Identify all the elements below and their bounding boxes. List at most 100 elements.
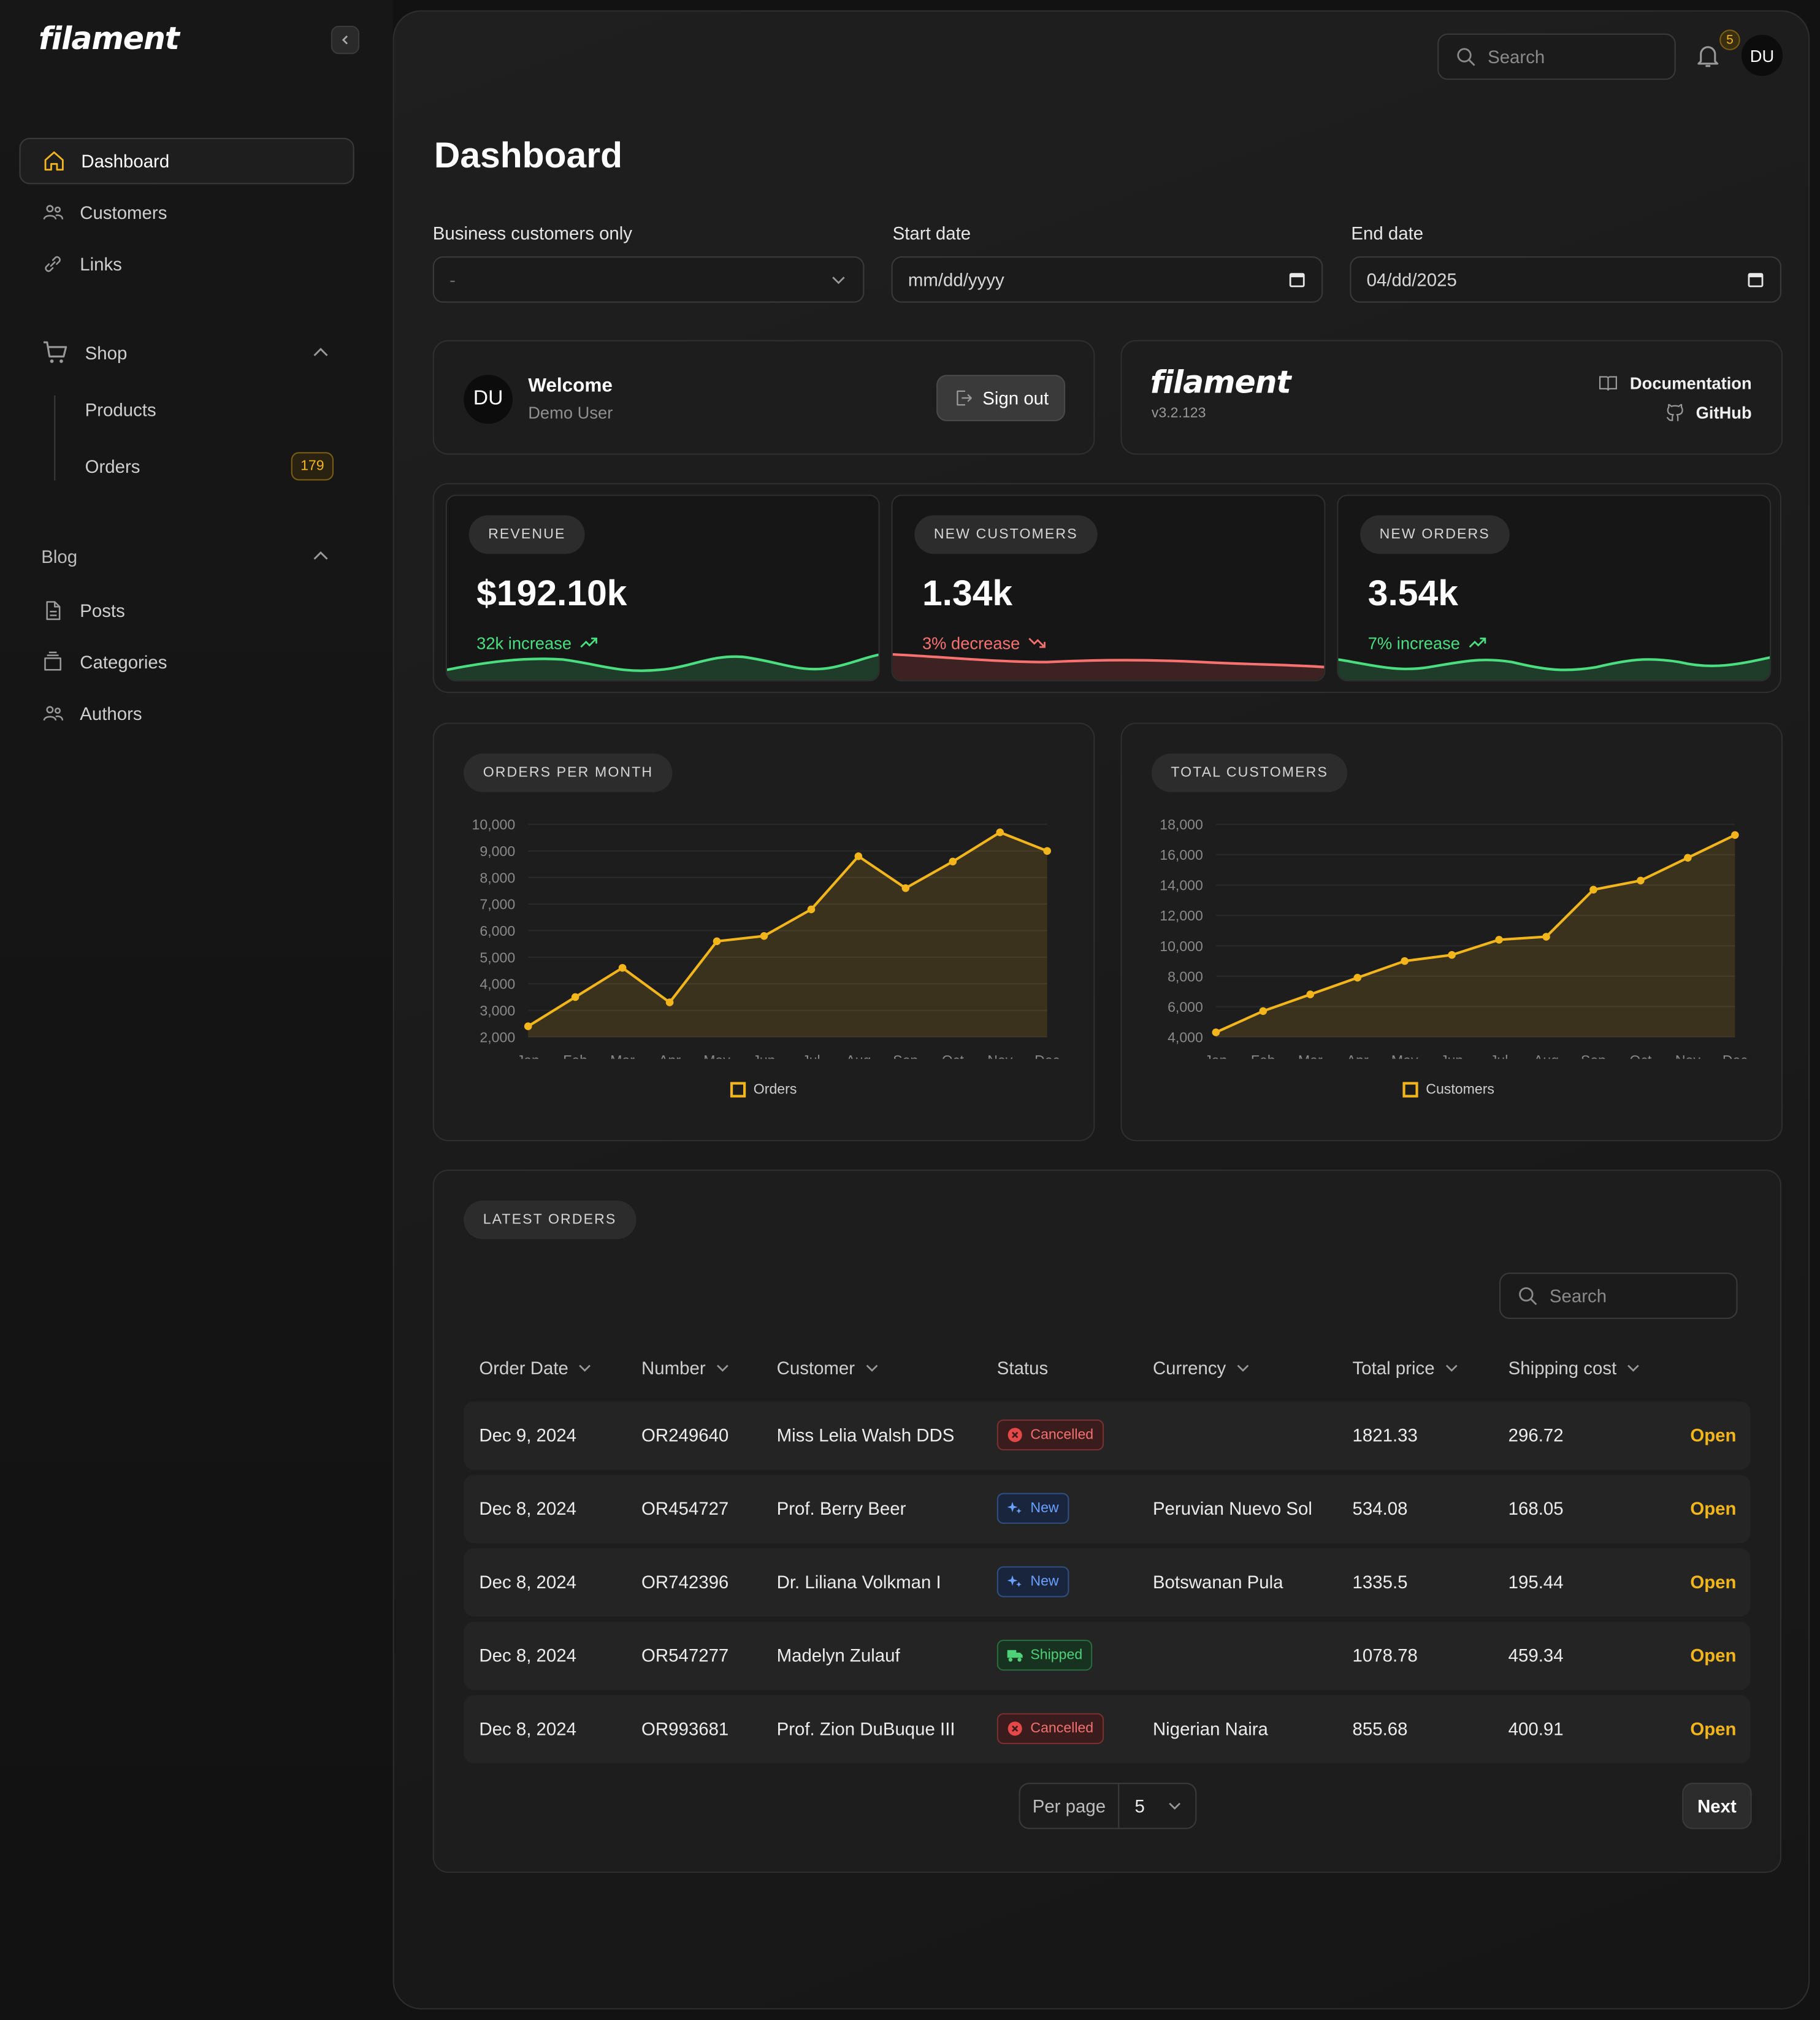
documentation-link[interactable]: Documentation [1597,372,1752,394]
chart-legend[interactable]: Orders [730,1082,797,1098]
sidebar-item-label: Posts [80,600,125,621]
input-value: mm/dd/yyyy [908,269,1004,290]
cell-currency: Botswanan Pula [1152,1571,1283,1593]
x-tick-label: May [1391,1052,1418,1058]
sidebar-item-customers[interactable]: Customers [20,189,354,236]
table-row[interactable]: Dec 8, 2024 OR742396 Dr. Liliana Volkman… [464,1548,1751,1617]
series-area [1215,835,1735,1037]
stat-value: 1.34k [922,573,1013,613]
table-row[interactable]: Dec 8, 2024 OR547277 Madelyn Zulauf Ship… [464,1621,1751,1690]
collapse-sidebar-button[interactable] [331,26,360,55]
bell-icon[interactable] [1694,41,1722,69]
open-order-link[interactable]: Open [1690,1645,1737,1666]
search-placeholder: Search [1488,46,1545,67]
sidebar-item-dashboard[interactable]: Dashboard [19,137,354,185]
app-logo[interactable]: filament [39,20,180,57]
nav-divider [54,395,56,481]
calendar-icon[interactable] [1288,270,1306,288]
open-order-link[interactable]: Open [1690,1718,1737,1739]
column-header-order-date[interactable]: Order Date [479,1358,592,1379]
chevron-down-icon [1169,1802,1181,1810]
welcome-title: Welcome [528,375,613,397]
data-point [760,932,768,940]
data-point [1495,936,1503,944]
data-point [713,937,721,946]
table-search-input[interactable]: Search [1499,1272,1738,1319]
y-tick-label: 3,000 [480,1003,515,1019]
cell-total-price: 1821.33 [1352,1425,1418,1445]
sidebar-item-products[interactable]: Products [85,399,156,420]
column-header-customer[interactable]: Customer [777,1358,879,1379]
customers-chart: 18,000 16,000 14,000 12,000 10,000 8,000 6,000… [1160,817,1748,1059]
status-label: Shipped [1030,1647,1083,1663]
chevron-left-icon [342,35,348,45]
stat-label: NEW ORDERS [1360,515,1510,554]
y-tick-label: 12,000 [1160,908,1203,924]
document-icon [46,601,61,621]
column-header-total-price[interactable]: Total price [1353,1358,1459,1379]
end-date-input[interactable]: 04/dd/2025 [1350,256,1781,303]
cell-total-price: 855.68 [1352,1718,1408,1739]
chevron-down-icon [716,1364,728,1372]
series-line [1215,833,1736,1034]
github-link[interactable]: GitHub [1664,402,1752,424]
open-order-link[interactable]: Open [1690,1498,1737,1519]
table-row[interactable]: Dec 9, 2024 OR249640 Miss Lelia Walsh DD… [464,1401,1751,1470]
next-page-button[interactable]: Next [1682,1783,1752,1829]
start-date-input[interactable]: mm/dd/yyyy [891,256,1323,303]
x-tick-label: Dec [1722,1052,1748,1058]
column-header-currency[interactable]: Currency [1153,1358,1250,1379]
table-row[interactable]: Dec 8, 2024 OR993681 Prof. Zion DuBuque … [464,1695,1751,1764]
chevron-up-icon[interactable] [310,546,331,567]
per-page-value-wrap[interactable]: 5 [1119,1784,1195,1827]
y-tick-label: 5,000 [480,949,515,965]
global-search-input[interactable]: Search [1437,33,1676,80]
per-page-select[interactable]: Per page 5 [1019,1783,1197,1829]
users-icon [43,205,64,220]
x-tick-label: Apr [1347,1052,1369,1058]
home-icon [44,151,64,171]
sidebar-item-authors[interactable]: Authors [20,691,354,737]
chevron-up-icon[interactable] [310,343,331,364]
cell-number: OR454727 [641,1498,729,1519]
table-row[interactable]: Dec 8, 2024 OR454727 Prof. Berry Beer Ne… [464,1475,1751,1544]
column-header-shipping-cost[interactable]: Shipping cost [1508,1358,1641,1379]
input-value: 04/dd/2025 [1366,269,1457,290]
data-point [1306,990,1315,998]
y-tick-label: 18,000 [1160,817,1203,833]
column-label: Currency [1152,1357,1226,1379]
y-tick-label: 6,000 [480,923,515,939]
column-label: Order Date [479,1357,568,1379]
sidebar-item-posts[interactable]: Posts [20,587,354,634]
column-header-number[interactable]: Number [641,1358,730,1379]
welcome-widget: DU Welcome Demo User Sign out [432,340,1095,455]
sidebar-item-label: Dashboard [81,150,170,172]
data-point [949,857,957,866]
business-filter-select[interactable]: - [432,256,865,303]
sidebar-item-orders[interactable]: Orders [85,456,140,477]
data-point [901,884,910,892]
stat-card-new-customers: NEW CUSTOMERS 1.34k 3% decrease [891,494,1326,682]
x-tick-label: Feb [1251,1052,1275,1058]
sign-out-button[interactable]: Sign out [936,375,1066,421]
sidebar-item-links[interactable]: Links [20,241,354,288]
sparkles-icon [1007,1575,1022,1587]
y-tick-label: 16,000 [1160,847,1203,863]
revenue-sparkline [446,653,879,681]
data-point [1212,1028,1220,1036]
chart-legend[interactable]: Customers [1402,1082,1494,1098]
open-order-link[interactable]: Open [1690,1425,1737,1445]
per-page-label: Per page [1020,1784,1120,1828]
open-order-link[interactable]: Open [1690,1571,1737,1593]
user-avatar[interactable]: DU [1741,34,1783,76]
x-tick-label: Jun [752,1052,775,1058]
sidebar-group-blog[interactable]: Blog [41,546,78,567]
data-point [1448,951,1456,959]
x-tick-label: Jun [1440,1052,1463,1058]
sidebar-item-categories[interactable]: Categories [20,639,354,686]
x-tick-label: Jul [1490,1052,1508,1058]
x-tick-label: Aug [846,1052,871,1058]
calendar-icon[interactable] [1746,270,1764,288]
sidebar-group-shop[interactable]: Shop [20,330,354,377]
cell-shipping-cost: 168.05 [1508,1498,1564,1519]
